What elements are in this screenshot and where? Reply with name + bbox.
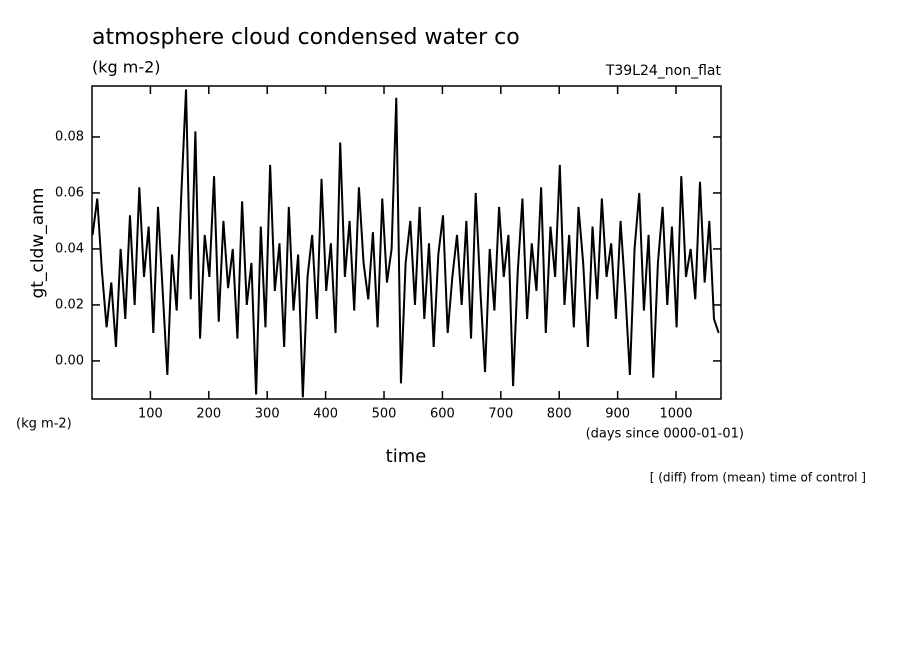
x-tick-label: 600 [430, 407, 455, 422]
x-tick-label: 300 [255, 407, 280, 422]
x-tick-label: 500 [372, 407, 397, 422]
x-tick-label: 1000 [659, 407, 692, 422]
y-tick-label: 0.08 [55, 129, 84, 144]
chart-subtitle: (kg m-2) [92, 58, 161, 77]
x-unit: (days since 0000-01-01) [586, 427, 744, 442]
x-tick-label: 400 [313, 407, 338, 422]
y-tick-label: 0.06 [55, 185, 84, 200]
x-tick-label: 900 [605, 407, 630, 422]
data-line [91, 89, 720, 398]
x-tick-label: 100 [138, 407, 163, 422]
run-label: T39L24_non_flat [605, 63, 722, 79]
y-tick-label: 0.02 [55, 297, 84, 312]
x-tick-label: 700 [488, 407, 513, 422]
chart-title: atmosphere cloud condensed water co [92, 25, 520, 50]
y-tick-label: 0.00 [55, 353, 84, 368]
x-tick-label: 800 [547, 407, 572, 422]
note: [ (diff) from (mean) time of control ] [650, 471, 866, 485]
y-tick-label: 0.04 [55, 241, 84, 256]
y-axis-label: gt_cldw_anm [28, 188, 48, 299]
x-axis-label: time [386, 446, 427, 467]
x-tick-label: 200 [196, 407, 221, 422]
plot-frame [91, 85, 722, 400]
y-unit: (kg m-2) [16, 417, 72, 432]
